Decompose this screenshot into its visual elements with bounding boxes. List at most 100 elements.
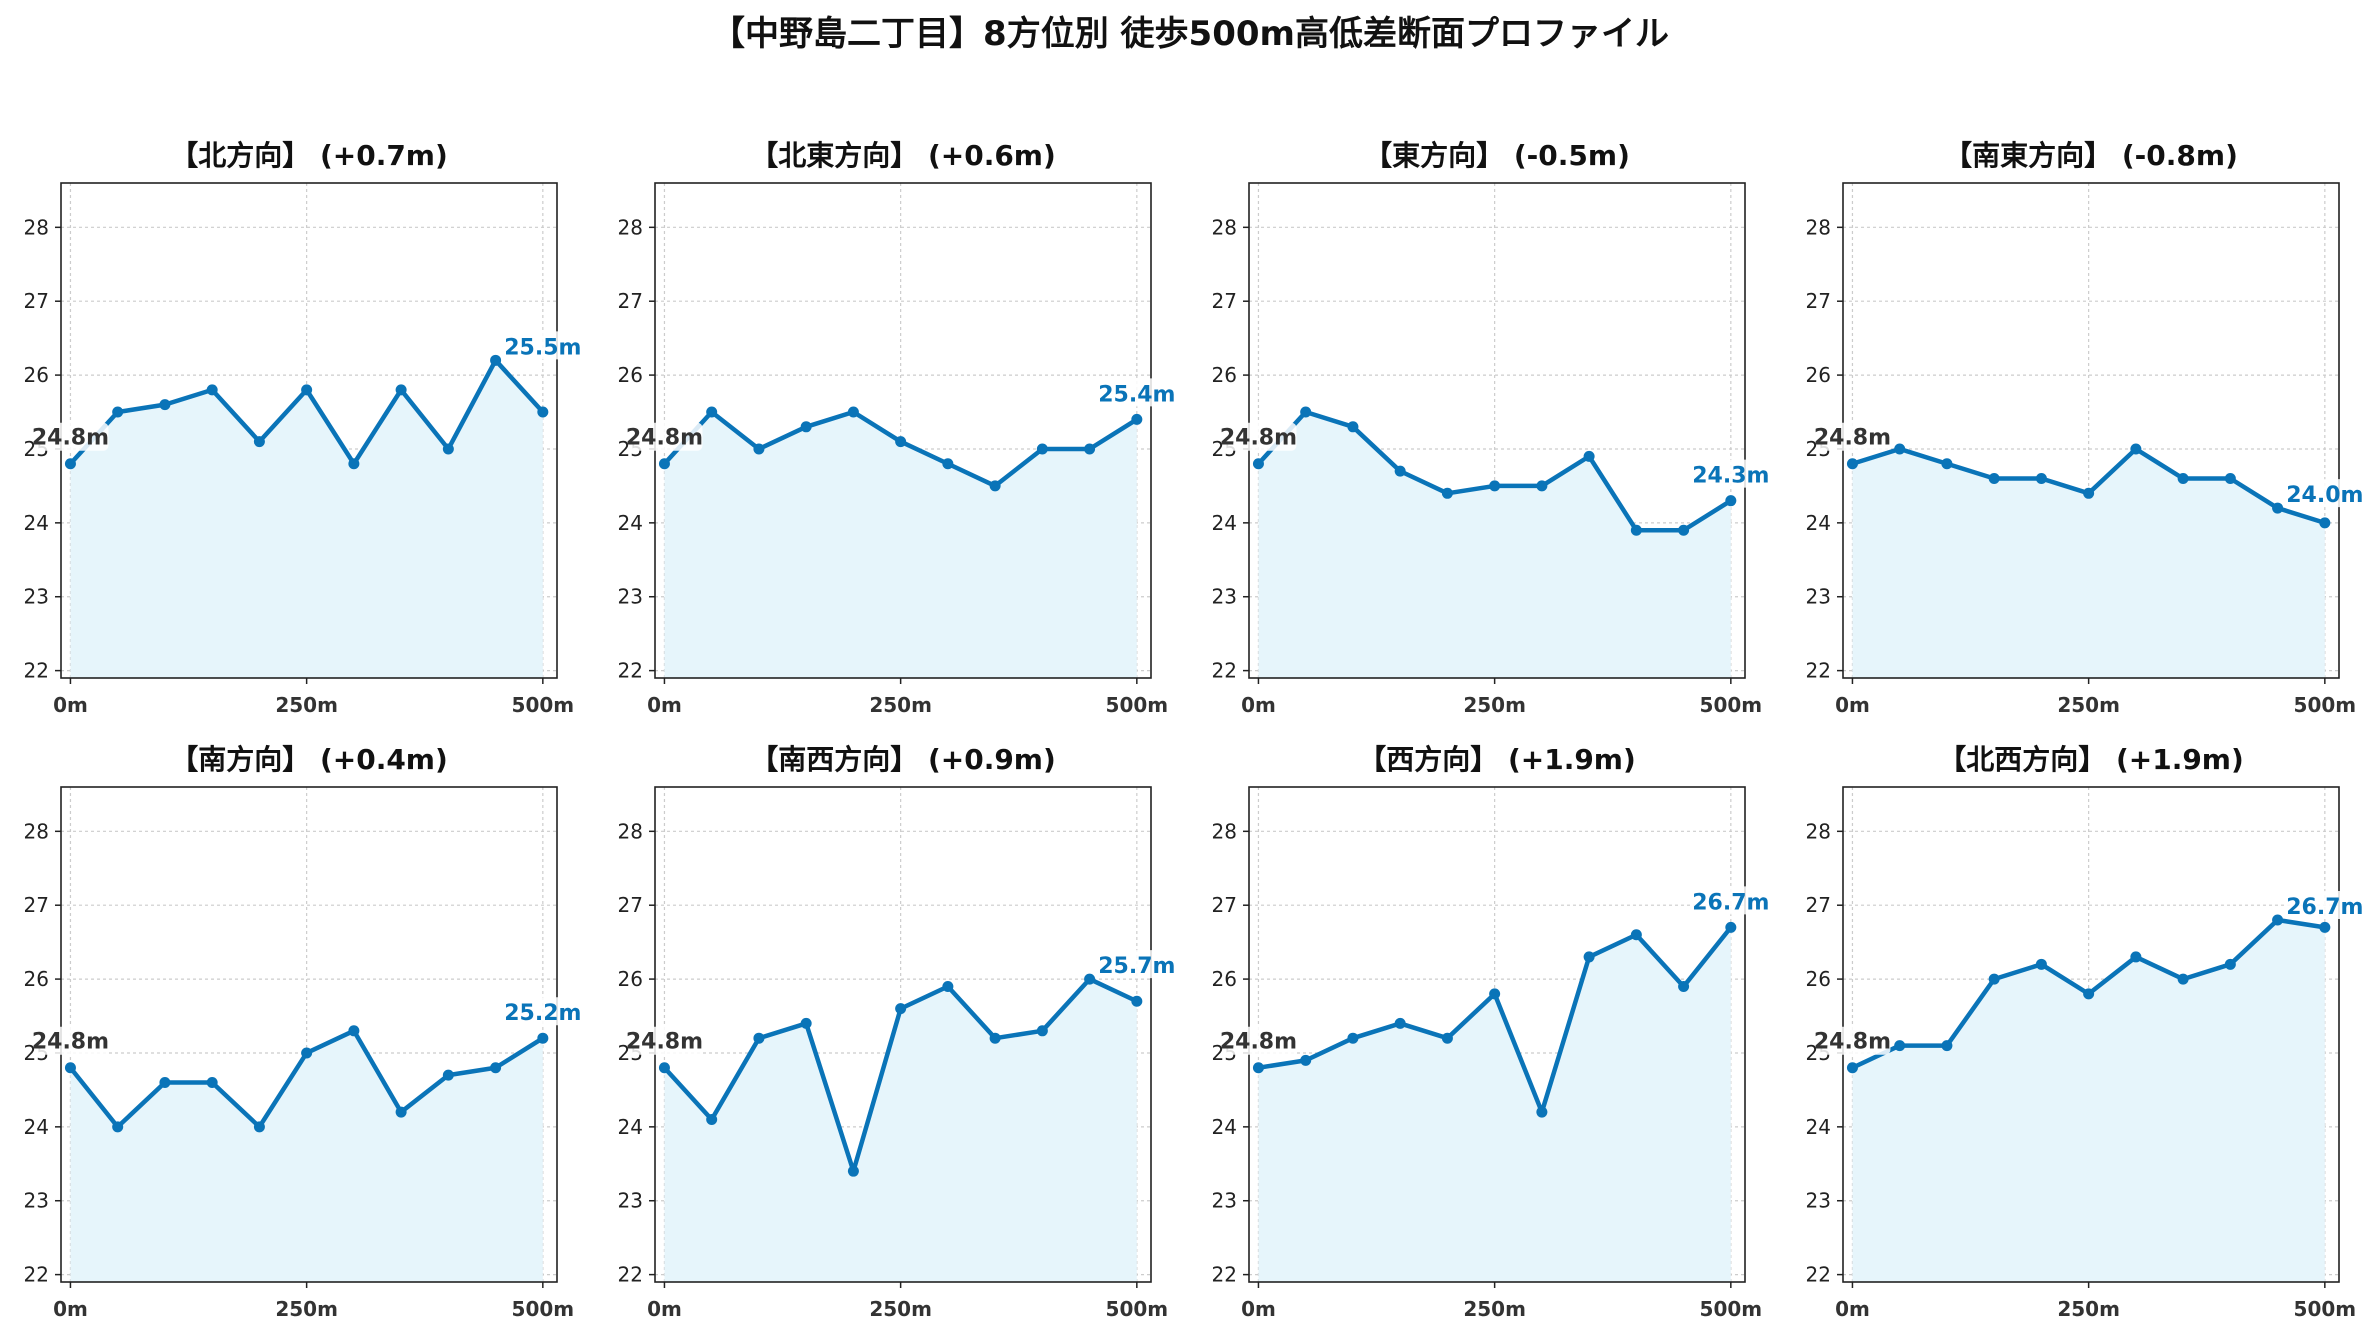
x-tick-label: 500m <box>1700 693 1763 717</box>
y-tick-label: 23 <box>24 585 49 609</box>
data-point <box>2130 951 2142 963</box>
data-point <box>348 458 360 470</box>
data-point <box>64 1062 76 1074</box>
chart-panel-2: 222324252627280m250m500m【北東方向】 (+0.6m)24… <box>618 139 1176 717</box>
data-point <box>1536 480 1548 492</box>
x-tick-label: 0m <box>1835 1297 1870 1321</box>
x-tick-label: 500m <box>2294 1297 2357 1321</box>
start-label-box <box>628 1026 703 1055</box>
x-tick-label: 0m <box>647 1297 682 1321</box>
area-fill <box>664 412 1137 678</box>
data-point <box>1300 406 1312 418</box>
data-point <box>348 1025 360 1037</box>
data-point <box>1252 458 1264 470</box>
x-tick-label: 250m <box>2057 693 2120 717</box>
data-point <box>1489 480 1501 492</box>
data-point <box>1894 443 1906 455</box>
y-tick-label: 24 <box>24 1115 49 1139</box>
end-elevation-label: 25.2m <box>504 1001 581 1026</box>
data-point <box>1725 921 1737 933</box>
y-tick-label: 28 <box>618 819 643 843</box>
data-point <box>1394 1017 1406 1029</box>
figure-title: 【中野島二丁目】8方位別 徒歩500m高低差断面プロファイル <box>711 14 1669 54</box>
panel-title: 【北西方向】 (+1.9m) <box>1938 743 2244 776</box>
end-elevation-label: 26.7m <box>1692 890 1769 915</box>
data-point <box>989 1032 1001 1044</box>
y-tick-label: 27 <box>1806 289 1831 313</box>
x-tick-label: 250m <box>275 693 338 717</box>
data-point <box>895 1003 907 1015</box>
y-tick-label: 24 <box>618 511 643 535</box>
area-fill <box>1258 412 1731 678</box>
data-point <box>2319 921 2331 933</box>
area-fill <box>1852 919 2325 1282</box>
end-elevation-label: 25.5m <box>504 335 581 360</box>
panel-title: 【南西方向】 (+0.9m) <box>750 743 1056 776</box>
x-tick-label: 500m <box>1700 1297 1763 1321</box>
y-tick-label: 24 <box>1212 511 1237 535</box>
y-tick-label: 24 <box>24 511 49 535</box>
data-point <box>2272 502 2284 514</box>
data-point <box>1084 973 1096 985</box>
y-tick-label: 23 <box>1806 1189 1831 1213</box>
y-tick-label: 23 <box>1212 585 1237 609</box>
y-tick-label: 22 <box>1212 659 1237 683</box>
data-point <box>1441 487 1453 499</box>
chart-panel-3: 222324252627280m250m500m【東方向】 (-0.5m)24.… <box>1212 139 1770 717</box>
y-tick-label: 23 <box>618 1189 643 1213</box>
y-tick-label: 24 <box>618 1115 643 1139</box>
x-tick-label: 0m <box>1241 1297 1276 1321</box>
area-fill <box>1258 927 1731 1282</box>
y-tick-label: 26 <box>618 363 643 387</box>
data-point <box>2177 973 2189 985</box>
y-tick-label: 26 <box>618 967 643 991</box>
data-point <box>942 980 954 992</box>
y-tick-label: 23 <box>618 585 643 609</box>
data-point <box>1941 1040 1953 1052</box>
y-tick-label: 27 <box>618 289 643 313</box>
data-point <box>490 1062 502 1074</box>
y-tick-label: 23 <box>1806 585 1831 609</box>
data-point <box>490 354 502 366</box>
panel-title: 【西方向】 (+1.9m) <box>1358 743 1636 776</box>
y-tick-label: 24 <box>1212 1115 1237 1139</box>
y-tick-label: 26 <box>1212 967 1237 991</box>
start-label-box <box>34 422 109 451</box>
data-point <box>1347 1032 1359 1044</box>
end-label-box <box>1692 459 1769 488</box>
start-elevation-label: 24.8m <box>1220 426 1297 451</box>
area-fill <box>1852 448 2325 678</box>
data-point <box>537 406 549 418</box>
start-label-box <box>1816 422 1891 451</box>
data-point <box>706 406 718 418</box>
y-tick-label: 22 <box>24 1263 49 1287</box>
data-point <box>1131 413 1143 425</box>
data-point <box>253 436 265 448</box>
end-elevation-label: 26.7m <box>2286 895 2363 920</box>
y-tick-label: 22 <box>1212 1263 1237 1287</box>
y-tick-label: 23 <box>1212 1189 1237 1213</box>
data-point <box>989 480 1001 492</box>
y-tick-label: 22 <box>1806 659 1831 683</box>
y-tick-label: 26 <box>1806 363 1831 387</box>
end-label-box <box>504 331 581 360</box>
start-elevation-label: 24.8m <box>626 1030 703 1055</box>
data-point <box>112 406 124 418</box>
y-tick-label: 27 <box>1212 893 1237 917</box>
start-label-box <box>1222 422 1297 451</box>
data-point <box>301 1047 313 1059</box>
y-tick-label: 22 <box>618 1263 643 1287</box>
end-label-box <box>1098 950 1175 979</box>
x-tick-label: 0m <box>647 693 682 717</box>
area-fill <box>664 979 1137 1282</box>
x-tick-label: 500m <box>512 1297 575 1321</box>
data-point <box>2177 473 2189 485</box>
data-point <box>206 1077 218 1089</box>
data-point <box>253 1121 265 1133</box>
end-label-box <box>2286 890 2363 919</box>
data-point <box>753 1032 765 1044</box>
x-tick-label: 250m <box>869 693 932 717</box>
end-label-box <box>1098 378 1175 407</box>
y-tick-label: 27 <box>618 893 643 917</box>
